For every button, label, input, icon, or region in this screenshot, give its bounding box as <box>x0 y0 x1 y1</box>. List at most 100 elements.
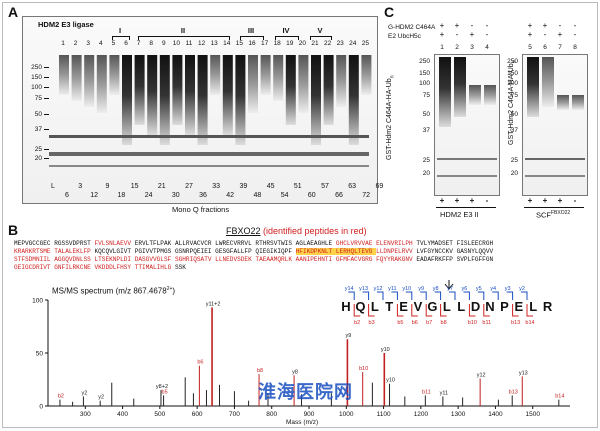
fraction-number: 9 <box>105 183 110 190</box>
lane-smear <box>147 55 158 135</box>
sequence-chunk: STFSDMNIIL <box>14 256 55 263</box>
b-ion-label: b3 <box>369 320 375 326</box>
y-ion-bracket <box>434 291 442 300</box>
sign: - <box>470 21 474 30</box>
lane-number: 14 <box>223 40 231 47</box>
mw-marker: 150 <box>507 70 518 77</box>
panel-b-subtitle: (identified peptides in red) <box>263 226 367 236</box>
fraction-number: 24 <box>144 192 153 199</box>
b-ion-bracket <box>483 304 490 317</box>
residue: E <box>399 299 408 314</box>
peak-label: y8 <box>292 369 298 375</box>
mw-tick <box>44 77 49 78</box>
lane-number: 15 <box>235 40 243 47</box>
mw-marker: 37 <box>34 126 42 133</box>
sequence-chunk: HFIKDPKNLT <box>295 248 336 255</box>
sign: + <box>469 196 475 205</box>
mw-marker: 20 <box>422 170 430 177</box>
y-ion-bracket <box>391 291 398 300</box>
fraction-number: 72 <box>362 192 371 199</box>
panel-c-left-caption-line <box>436 207 496 208</box>
sequence-chunk: RGSSVDPRST <box>54 240 95 247</box>
b-ion-label: b7 <box>426 320 432 326</box>
group-bracket <box>112 36 130 40</box>
lane-smear <box>336 55 347 107</box>
lane-smear <box>285 55 296 125</box>
fraction-number: 66 <box>335 192 343 199</box>
sequence-chunk: GSNRPQEIEI <box>174 248 216 255</box>
sign: - <box>543 30 547 39</box>
sequence-chunk: TTIMALIHLG <box>134 264 175 271</box>
sequence-chunk: SVPLFGFFGN <box>456 256 494 263</box>
lane-smear <box>361 55 372 95</box>
panel-a-title: HDM2 E3 ligase <box>38 20 94 29</box>
fraction-number: 54 <box>280 192 289 199</box>
sequence-chunk: TALALEKLFP <box>54 248 95 255</box>
mw-marker: 250 <box>31 64 42 71</box>
peak-label: b10 <box>359 366 368 372</box>
mw-tick <box>44 129 49 130</box>
sequence-chunk: GEIGCDRIVT <box>14 264 55 271</box>
spectrum-title-sup: 2+ <box>166 286 173 292</box>
mw-marker: 75 <box>34 95 42 102</box>
y-ion-bracket <box>492 291 499 300</box>
lane-number: 2 <box>73 40 78 47</box>
sign: + <box>454 21 460 30</box>
sign: - <box>573 21 577 30</box>
spectrum-svg: 0 50 100 300 400 500 600 700 800 900 1000 1100 1200 1… <box>32 298 570 418</box>
sign: - <box>485 30 489 39</box>
x-tick-label: 1000 <box>339 411 354 418</box>
lane-smear <box>235 55 246 145</box>
lane-smear <box>210 55 221 95</box>
lane-smear <box>84 55 95 107</box>
lane-smear <box>134 55 145 125</box>
fraction-number: 63 <box>348 183 357 190</box>
y-ion-label: y7 <box>447 286 453 292</box>
lane-number: 23 <box>336 40 344 47</box>
panel-c-right-gel <box>522 54 588 196</box>
sign: + <box>527 196 533 205</box>
y-ion-label: y3 <box>505 286 511 292</box>
fraction-number: 51 <box>293 183 302 190</box>
mw-marker: 37 <box>422 127 430 134</box>
b-ion-label: b11 <box>482 320 491 326</box>
b-ion-bracket <box>440 304 447 317</box>
sequence-line-1: MEPVGCCGEC RGSSVDPRST FVLSNLAEVV ERVLTFL… <box>14 240 596 248</box>
panel-c-ylabel-sub: n <box>389 75 396 79</box>
sequence-chunk: GFMFACVGRG <box>335 256 377 263</box>
spectrum-xlabel: Mass (m/z) <box>286 419 319 426</box>
x-tick-label: 1500 <box>525 411 540 418</box>
lane-smear <box>298 55 309 113</box>
x-tick-label: 800 <box>266 411 277 418</box>
peak-label: y11+2 <box>206 301 221 307</box>
lane-smear <box>122 55 132 145</box>
lane-number: 24 <box>349 40 357 47</box>
mw-tick <box>44 114 49 115</box>
residue: H <box>341 299 350 314</box>
sequence-chunk: SGHRIQSATV <box>174 256 216 263</box>
x-tick-label: 1400 <box>488 411 503 418</box>
mw-marker: 75 <box>510 92 518 99</box>
fraction-number: 33 <box>212 183 221 190</box>
y-ion-label: y6 <box>461 286 467 292</box>
panel-a-xlabel: Mono Q fractions <box>172 205 230 214</box>
lane-number: 16 <box>248 40 256 47</box>
lane-smear <box>71 55 82 101</box>
lane-number: 4 <box>485 44 489 51</box>
group-label: I <box>118 26 122 35</box>
y-ion-label: y12 <box>374 286 383 292</box>
y-tick-label: 100 <box>32 298 43 305</box>
b-ion-bracket <box>425 304 433 317</box>
sequence-chunk: RTHRSVTWIS <box>255 240 296 247</box>
lane-number: 6 <box>124 40 128 47</box>
sequence-chunk: GNFILRKCNE <box>54 264 95 271</box>
y-ion-label: y5 <box>476 286 482 292</box>
lane-smear <box>311 55 321 145</box>
sequence-chunk: GHCLVRVVAE <box>335 240 377 247</box>
residue: D <box>471 299 480 314</box>
sequence-chunk: GESGFALLFP <box>215 248 256 255</box>
mw-marker: 100 <box>507 80 518 87</box>
peak-label: y8+2 <box>156 384 168 390</box>
